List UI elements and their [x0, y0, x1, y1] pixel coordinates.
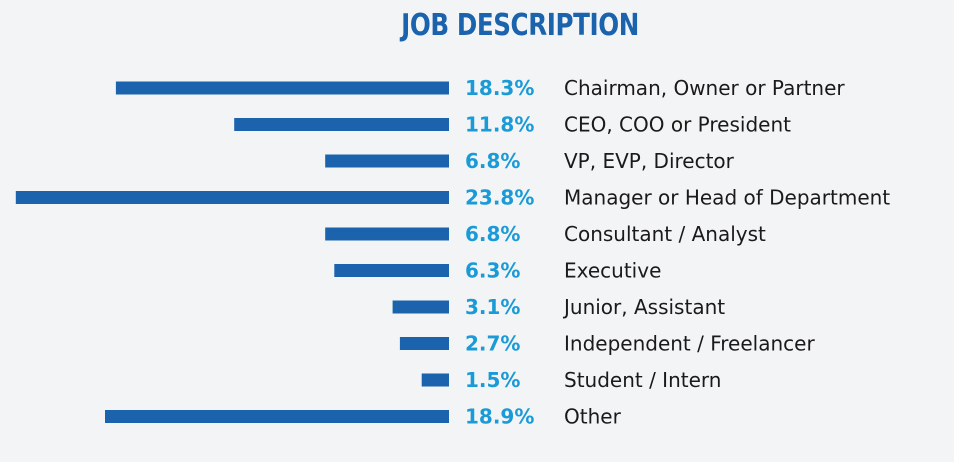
- value-label: 6.3%: [465, 259, 520, 283]
- bar: [325, 227, 449, 241]
- bar: [15, 191, 450, 204]
- value-label: 2.7%: [465, 332, 520, 356]
- category-label: Manager or Head of Department: [564, 186, 890, 210]
- bar: [234, 118, 449, 131]
- value-label: 18.3%: [465, 76, 534, 100]
- category-label: Junior, Assistant: [562, 295, 725, 319]
- bar: [399, 337, 449, 350]
- value-label: 1.5%: [465, 368, 520, 392]
- category-label: CEO, COO or President: [564, 113, 791, 137]
- value-label: 6.8%: [465, 222, 520, 246]
- category-label: Executive: [564, 259, 661, 283]
- bar: [325, 154, 449, 168]
- bar: [115, 81, 450, 95]
- category-label: Student / Intern: [564, 368, 721, 392]
- bar: [392, 300, 449, 314]
- category-label: VP, EVP, Director: [564, 149, 735, 173]
- bar: [334, 264, 449, 277]
- category-label: Chairman, Owner or Partner: [564, 76, 845, 100]
- value-label: 11.8%: [465, 113, 534, 137]
- value-label: 18.9%: [465, 405, 534, 429]
- chart-title: JOB DESCRIPTION: [401, 8, 639, 43]
- category-label: Other: [564, 405, 622, 429]
- category-label: Independent / Freelancer: [564, 332, 815, 356]
- value-label: 23.8%: [465, 186, 534, 210]
- bar: [105, 410, 449, 423]
- value-label: 6.8%: [465, 149, 520, 173]
- category-label: Consultant / Analyst: [564, 222, 766, 246]
- bar: [421, 373, 449, 387]
- value-label: 3.1%: [465, 295, 520, 319]
